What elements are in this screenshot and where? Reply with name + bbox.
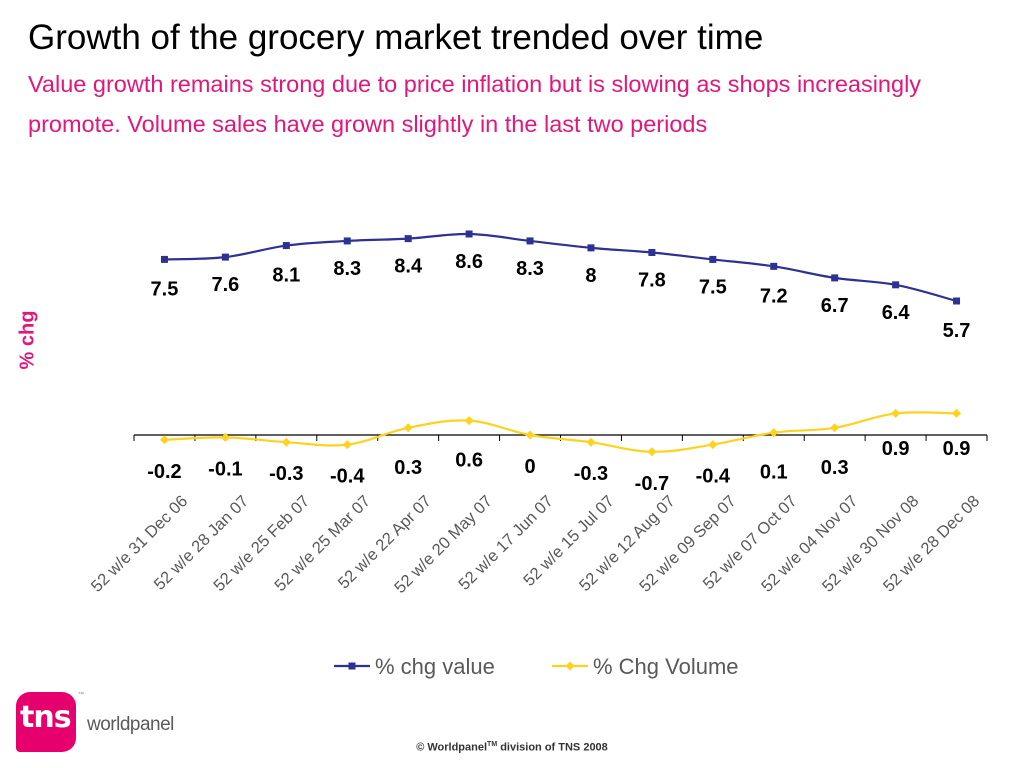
- value-data-label: 8.3: [516, 258, 544, 280]
- value-point: [404, 235, 412, 243]
- volume-point: [586, 437, 596, 447]
- volume-point: [952, 408, 962, 418]
- value-data-label: 8: [585, 265, 596, 287]
- value-point: [770, 262, 778, 270]
- value-data-label: 8.1: [272, 265, 300, 287]
- volume-data-label: -0.7: [635, 473, 669, 495]
- volume-point: [281, 437, 291, 447]
- value-data-label: 8.6: [455, 251, 483, 273]
- legend-label: % Chg Volume: [593, 654, 739, 679]
- value-data-label: 8.4: [394, 256, 423, 278]
- legend-item: % Chg Volume: [552, 654, 739, 679]
- value-point: [892, 281, 900, 289]
- line-chart: 7.5 7.6 8.1 8.3 8.4 8.6 8.3 8 7.8 7.5 7.2 6.7 6.4 5.7…: [88, 230, 988, 679]
- volume-data-label: 0.1: [760, 462, 788, 484]
- volume-data-label: -0.2: [147, 461, 181, 483]
- data-labels: 7.5 7.6 8.1 8.3 8.4 8.6 8.3 8 7.8 7.5 7.2 6.7 6.4 5.7…: [147, 251, 970, 495]
- value-point: [953, 297, 961, 305]
- volume-point: [769, 428, 779, 438]
- volume-data-label: 0.3: [394, 457, 422, 479]
- logo-brand: tns: [20, 700, 72, 735]
- footer-tm: TM: [487, 741, 498, 748]
- volume-data-label: 0.9: [882, 438, 910, 460]
- legend-item: % chg value: [334, 654, 495, 679]
- legend: % chg value % Chg Volume: [334, 654, 739, 679]
- chart-series: [159, 230, 962, 457]
- series-line-value: [164, 232, 957, 303]
- value-point: [221, 253, 229, 261]
- value-data-label: 6.7: [821, 295, 849, 317]
- logo-mark: tns: [16, 692, 76, 752]
- volume-point: [647, 447, 657, 457]
- footer-prefix: © Worldpanel: [416, 741, 488, 754]
- value-point: [160, 255, 168, 263]
- value-point: [831, 274, 839, 282]
- value-point: [587, 244, 595, 252]
- volume-data-label: 0.3: [821, 457, 849, 479]
- volume-data-label: 0: [524, 456, 535, 478]
- volume-point: [525, 430, 535, 440]
- volume-data-label: 0.6: [455, 450, 483, 472]
- value-point: [282, 242, 290, 250]
- value-point: [709, 255, 717, 263]
- volume-point: [891, 408, 901, 418]
- value-data-label: 7.2: [760, 285, 788, 307]
- copyright-footer: © WorldpanelTM division of TNS 2008: [0, 741, 1024, 754]
- volume-point: [464, 416, 474, 426]
- volume-data-label: -0.1: [208, 458, 242, 480]
- value-data-label: 8.3: [333, 258, 361, 280]
- legend-marker: [565, 661, 575, 671]
- value-data-label: 7.8: [638, 269, 666, 291]
- volume-data-label: -0.4: [696, 466, 731, 488]
- tns-worldpanel-logo: tns ™ worldpanel: [16, 692, 176, 752]
- volume-point: [159, 435, 169, 445]
- value-data-label: 7.5: [699, 276, 727, 298]
- value-point: [526, 237, 534, 245]
- value-point: [343, 237, 351, 245]
- page-title: Growth of the grocery market trended ove…: [28, 18, 764, 57]
- volume-point: [342, 440, 352, 450]
- volume-data-label: 0.9: [943, 438, 971, 460]
- value-data-label: 7.6: [211, 274, 239, 296]
- legend-marker: [348, 662, 356, 670]
- volume-data-label: -0.4: [330, 466, 365, 488]
- value-point: [648, 248, 656, 256]
- x-axis: [133, 434, 988, 441]
- logo-trademark: ™: [78, 692, 84, 698]
- logo-product: worldpanel: [87, 714, 174, 735]
- page-subtitle: Value growth remains strong due to price…: [28, 71, 922, 137]
- value-data-label: 6.4: [882, 302, 911, 324]
- volume-point: [830, 423, 840, 433]
- footer-suffix: division of TNS 2008: [497, 741, 608, 754]
- volume-data-label: -0.3: [269, 463, 303, 485]
- y-axis-label-text: % chg: [16, 311, 38, 370]
- volume-point: [403, 423, 413, 433]
- value-data-label: 5.7: [943, 320, 971, 342]
- volume-point: [220, 432, 230, 442]
- volume-data-label: -0.3: [574, 463, 608, 485]
- series-line-volume: [164, 411, 957, 453]
- y-axis-label: % chg: [16, 311, 38, 370]
- volume-point: [708, 440, 718, 450]
- legend-label: % chg value: [375, 654, 495, 679]
- value-point: [465, 230, 473, 238]
- value-data-label: 7.5: [151, 278, 179, 300]
